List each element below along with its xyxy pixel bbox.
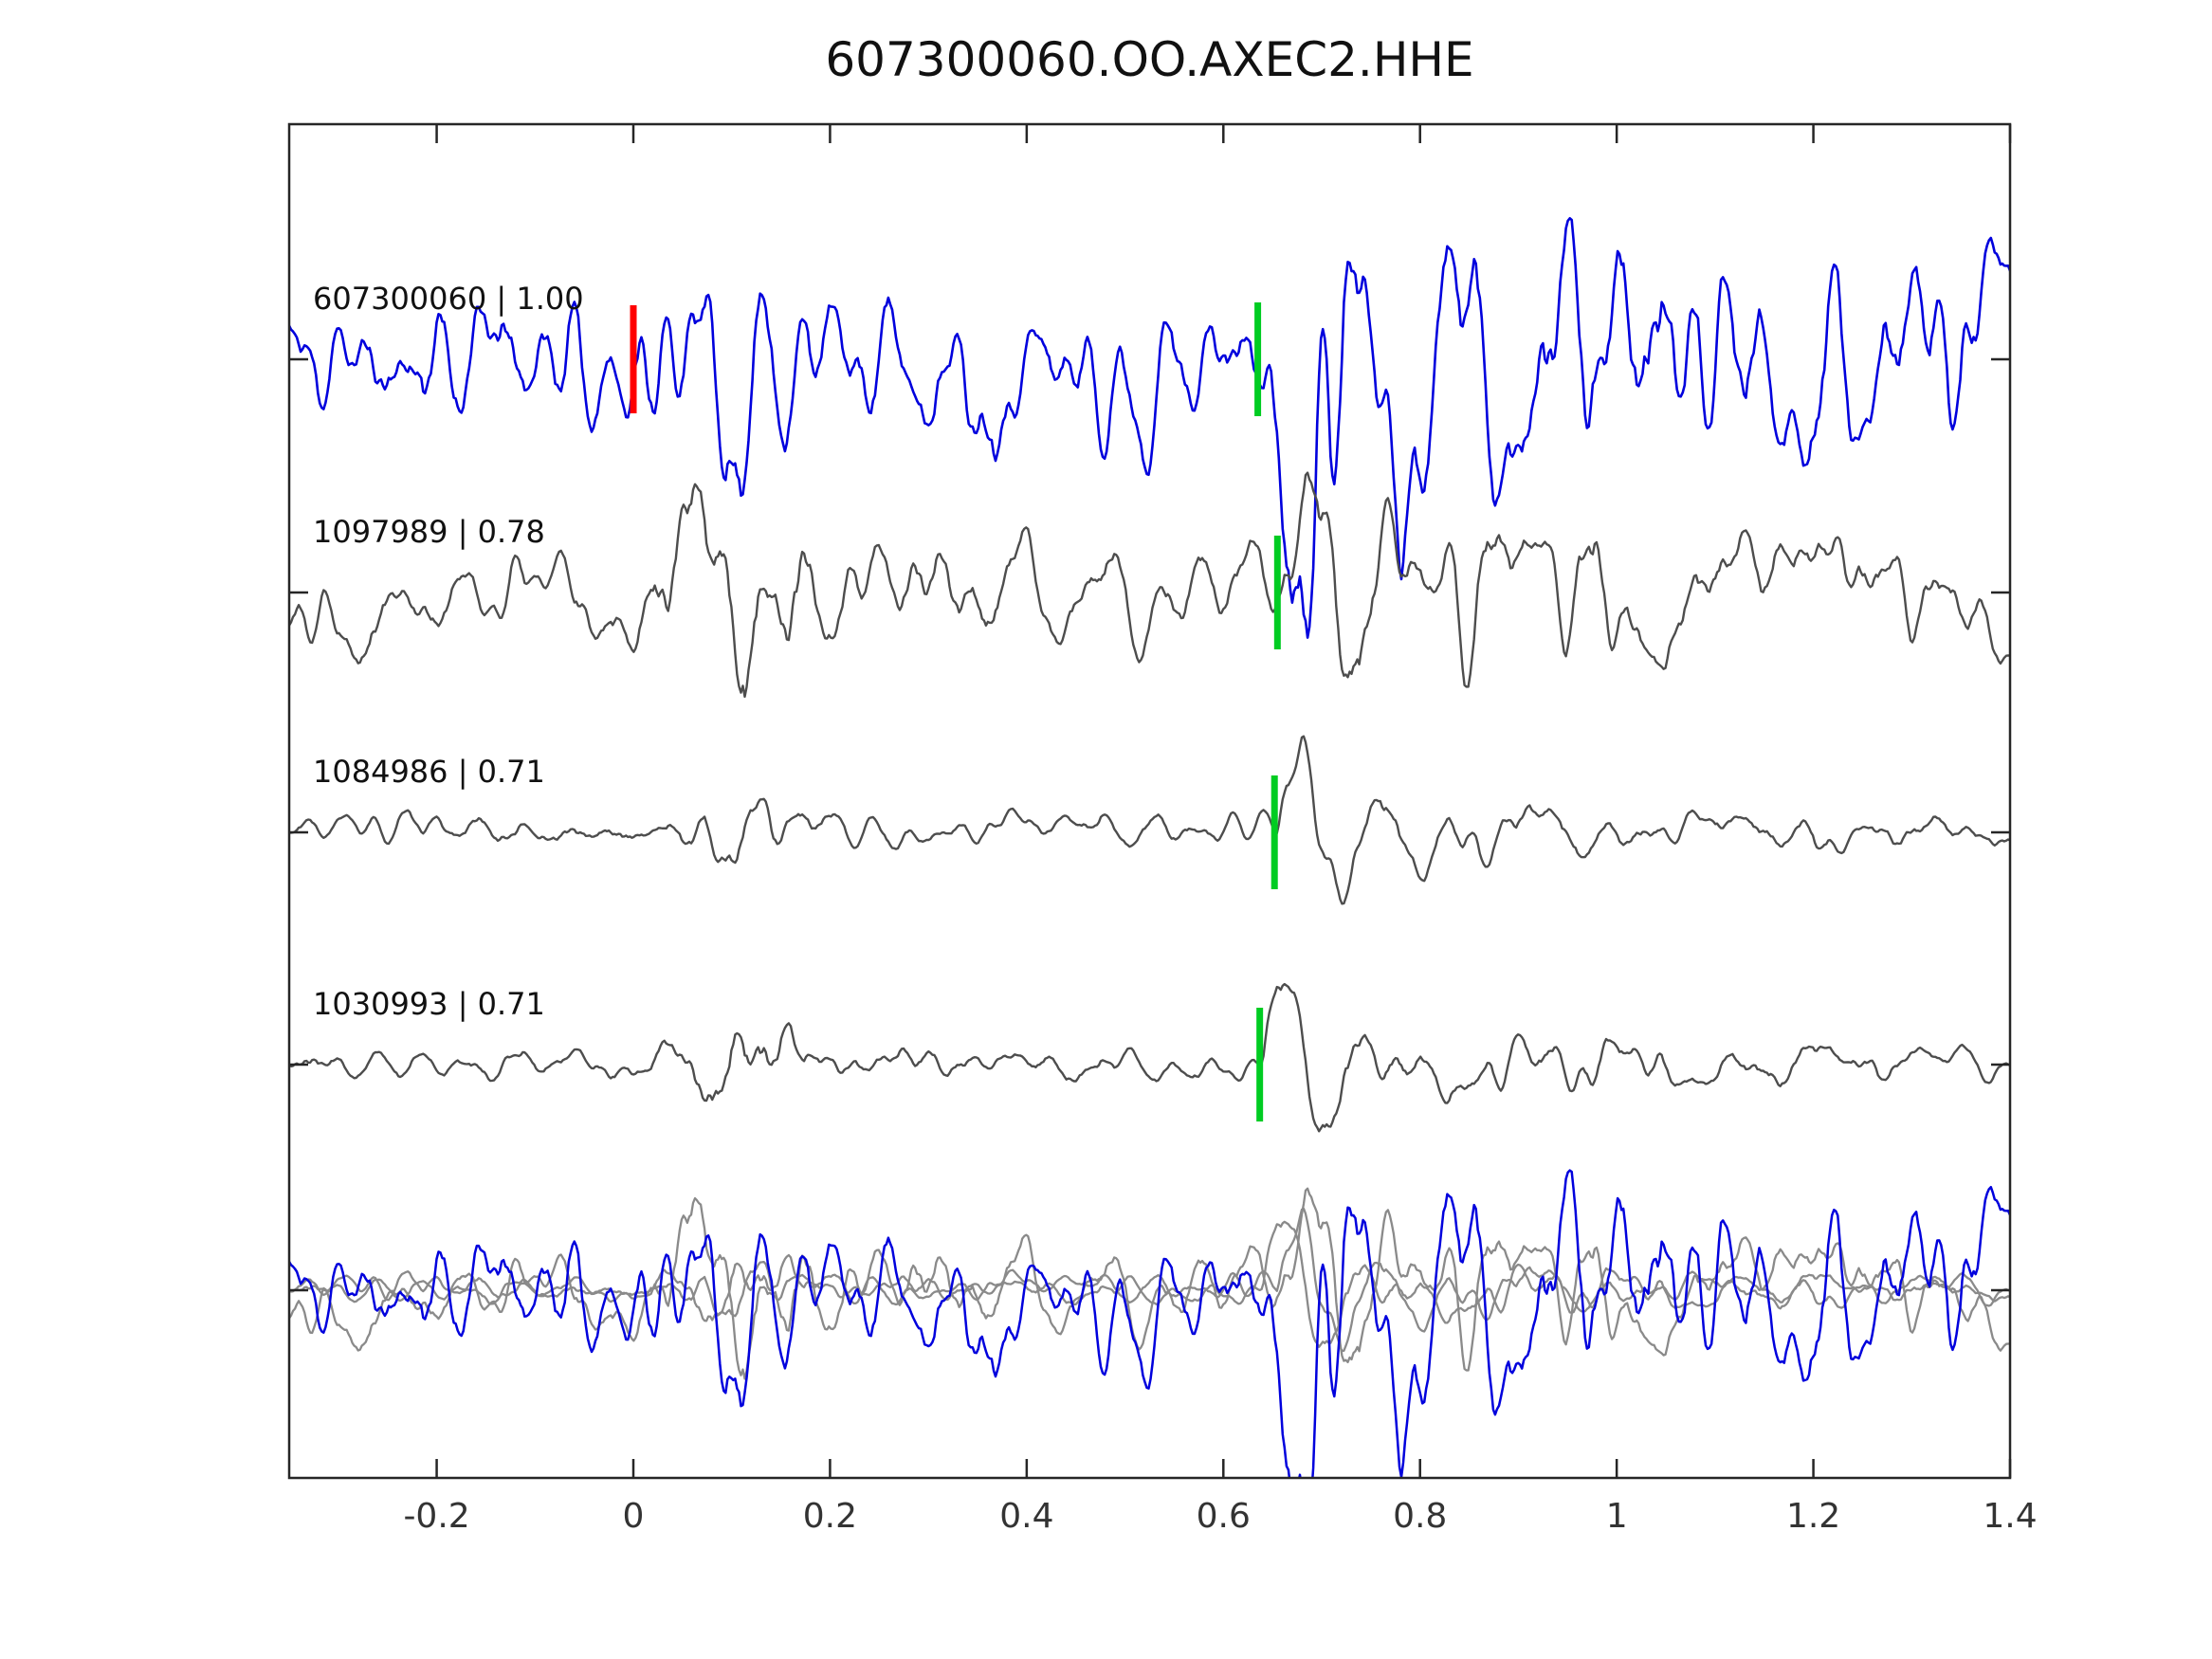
- overlay-trace-607300060: [289, 1169, 2010, 1478]
- x-tick-label: 0.8: [1393, 1497, 1447, 1536]
- x-tick-label: 0.6: [1197, 1497, 1251, 1536]
- x-tick-label: 0.2: [803, 1497, 857, 1536]
- x-tick-label: 0.4: [999, 1497, 1053, 1536]
- trace-label-1097989: 1097989 | 0.78: [313, 514, 545, 550]
- plot-content: [289, 217, 2010, 1478]
- x-tick-label: 1.4: [1983, 1497, 2037, 1536]
- overlay-trace-1097989: [289, 1187, 2010, 1380]
- trace-label-607300060: 607300060 | 1.00: [313, 281, 584, 317]
- trace-1084986-waveform: [289, 735, 2010, 905]
- trace-label-1030993: 1030993 | 0.71: [313, 986, 545, 1022]
- x-tick-label: 0: [623, 1497, 645, 1536]
- x-tick-label: -0.2: [403, 1497, 469, 1536]
- chart-title: 607300060.OO.AXEC2.HHE: [825, 32, 1474, 87]
- trace-1030993-waveform: [289, 982, 2010, 1133]
- trace-1097989-waveform: [289, 471, 2010, 699]
- trace-607300060-waveform: [289, 217, 2010, 639]
- overlay-trace-1084986: [289, 1207, 2010, 1353]
- plot-border: [287, 122, 2012, 1480]
- x-tick-label: 1.2: [1786, 1497, 1840, 1536]
- trace-label-1084986: 1084986 | 0.71: [313, 754, 545, 790]
- x-tick-label: 1: [1606, 1497, 1628, 1536]
